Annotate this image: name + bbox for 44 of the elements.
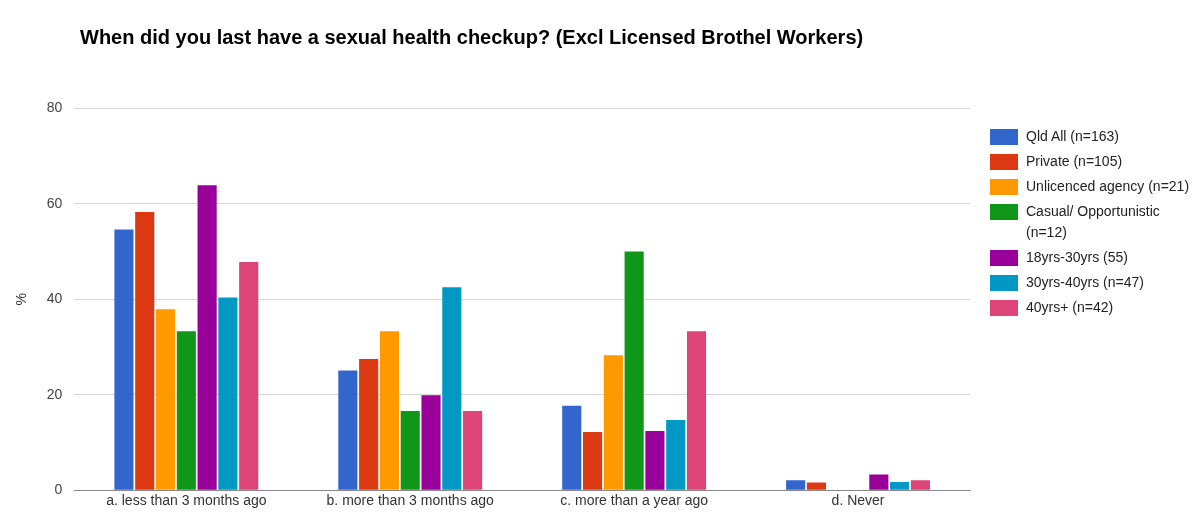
y-tick-label: 20 bbox=[46, 385, 63, 402]
bar bbox=[442, 287, 462, 490]
legend-label: 40yrs+ (n=42) bbox=[1026, 298, 1114, 317]
bar bbox=[176, 331, 196, 490]
bar bbox=[114, 229, 134, 490]
x-tick-label: c. more than a year ago bbox=[560, 492, 709, 509]
bar bbox=[806, 482, 827, 490]
bar bbox=[666, 420, 686, 490]
bar bbox=[135, 211, 155, 490]
y-tick-label: 80 bbox=[46, 99, 63, 116]
x-tick-label: d. Never bbox=[831, 492, 885, 509]
legend-label: 30yrs-40yrs (n=47) bbox=[1026, 273, 1144, 292]
y-tick-label: 60 bbox=[46, 194, 63, 211]
bar bbox=[359, 358, 379, 490]
y-tick-label: 40 bbox=[46, 290, 63, 307]
bar bbox=[400, 410, 420, 490]
bar bbox=[869, 474, 889, 490]
bar bbox=[421, 395, 441, 490]
bar bbox=[155, 309, 176, 490]
bar bbox=[379, 331, 400, 490]
bar bbox=[239, 262, 259, 490]
bar bbox=[603, 355, 623, 490]
legend-label: Casual/ Opportunistic (n=12) bbox=[1026, 202, 1161, 242]
bar bbox=[910, 480, 930, 490]
bar bbox=[218, 297, 238, 490]
bar bbox=[197, 185, 217, 490]
bar bbox=[463, 410, 483, 490]
bar bbox=[645, 431, 665, 490]
x-tick-label: b. more than 3 months ago bbox=[326, 492, 495, 509]
bar bbox=[890, 482, 910, 490]
y-tick-label: 0 bbox=[54, 481, 63, 498]
bar bbox=[338, 370, 358, 490]
bar bbox=[562, 405, 582, 490]
bar bbox=[686, 331, 707, 490]
bar bbox=[582, 431, 603, 490]
x-tick-label: a. less than 3 months ago bbox=[106, 492, 267, 509]
chart-title: When did you last have a sexual health checkup? (Excl Licensed Brothel Workers) bbox=[80, 25, 865, 50]
legend-label: 18yrs-30yrs (55) bbox=[1026, 248, 1128, 267]
bar bbox=[786, 480, 806, 490]
legend-label: Qld All (n=163) bbox=[1026, 127, 1119, 146]
y-axis-title: % bbox=[13, 293, 30, 306]
bar bbox=[624, 251, 644, 490]
legend-label: Private (n=105) bbox=[1026, 152, 1123, 171]
legend-label: Unlicenced agency (n=21) bbox=[1026, 177, 1190, 196]
